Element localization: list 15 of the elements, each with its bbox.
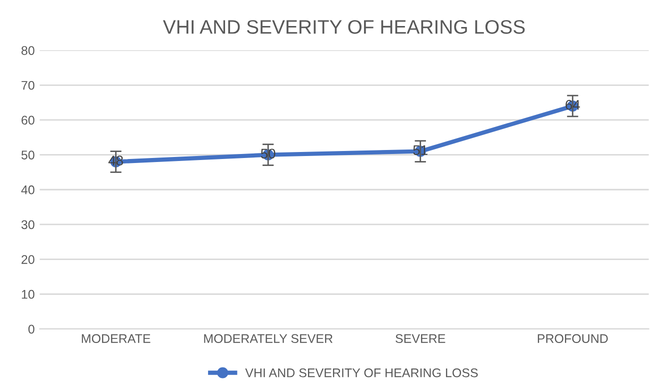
y-tick-label: 80 [22,46,34,55]
legend-label: VHI AND SEVERITY OF HEARING LOSS [245,368,478,378]
y-tick-label: 10 [22,290,34,299]
x-tick-label: MODERATELY SEVER [204,334,332,343]
y-tick-label: 70 [22,80,34,90]
y-tick-label: 40 [21,185,34,194]
x-tick-label: SEVERE [396,334,446,343]
y-tick-label: 50 [21,150,34,160]
chart-title: VHI AND SEVERITY OF HEARING LOSS [162,20,525,34]
y-tick-label: 60 [22,116,34,125]
x-tick-label: PROFOUND [538,334,608,343]
y-tick-label: 30 [21,220,34,230]
y-tick-label: 20 [22,255,34,264]
y-tick-label: 0 [28,324,34,334]
x-tick-label: MODERATE [82,334,150,343]
